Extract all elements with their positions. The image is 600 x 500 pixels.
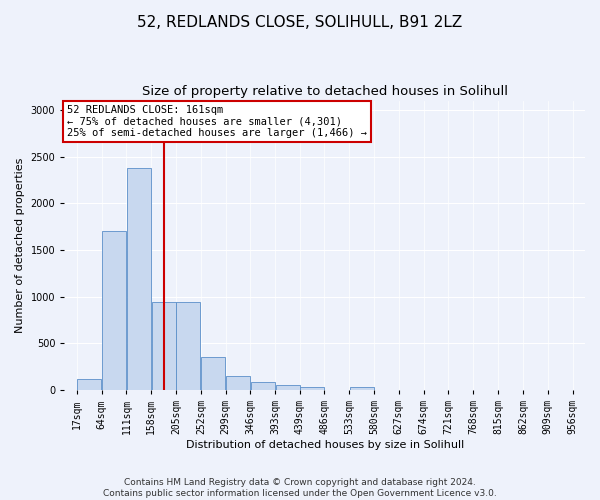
Bar <box>102 232 126 390</box>
Y-axis label: Number of detached properties: Number of detached properties <box>15 158 25 333</box>
Bar <box>275 384 300 390</box>
Bar <box>176 302 200 390</box>
Bar <box>350 387 374 390</box>
X-axis label: Distribution of detached houses by size in Solihull: Distribution of detached houses by size … <box>185 440 464 450</box>
Text: 52, REDLANDS CLOSE, SOLIHULL, B91 2LZ: 52, REDLANDS CLOSE, SOLIHULL, B91 2LZ <box>137 15 463 30</box>
Bar <box>251 382 275 390</box>
Title: Size of property relative to detached houses in Solihull: Size of property relative to detached ho… <box>142 85 508 98</box>
Text: Contains HM Land Registry data © Crown copyright and database right 2024.
Contai: Contains HM Land Registry data © Crown c… <box>103 478 497 498</box>
Bar <box>201 356 225 390</box>
Bar <box>127 168 151 390</box>
Bar <box>300 387 324 390</box>
Bar <box>226 376 250 390</box>
Bar <box>77 379 101 390</box>
Bar <box>152 302 176 390</box>
Text: 52 REDLANDS CLOSE: 161sqm
← 75% of detached houses are smaller (4,301)
25% of se: 52 REDLANDS CLOSE: 161sqm ← 75% of detac… <box>67 105 367 138</box>
